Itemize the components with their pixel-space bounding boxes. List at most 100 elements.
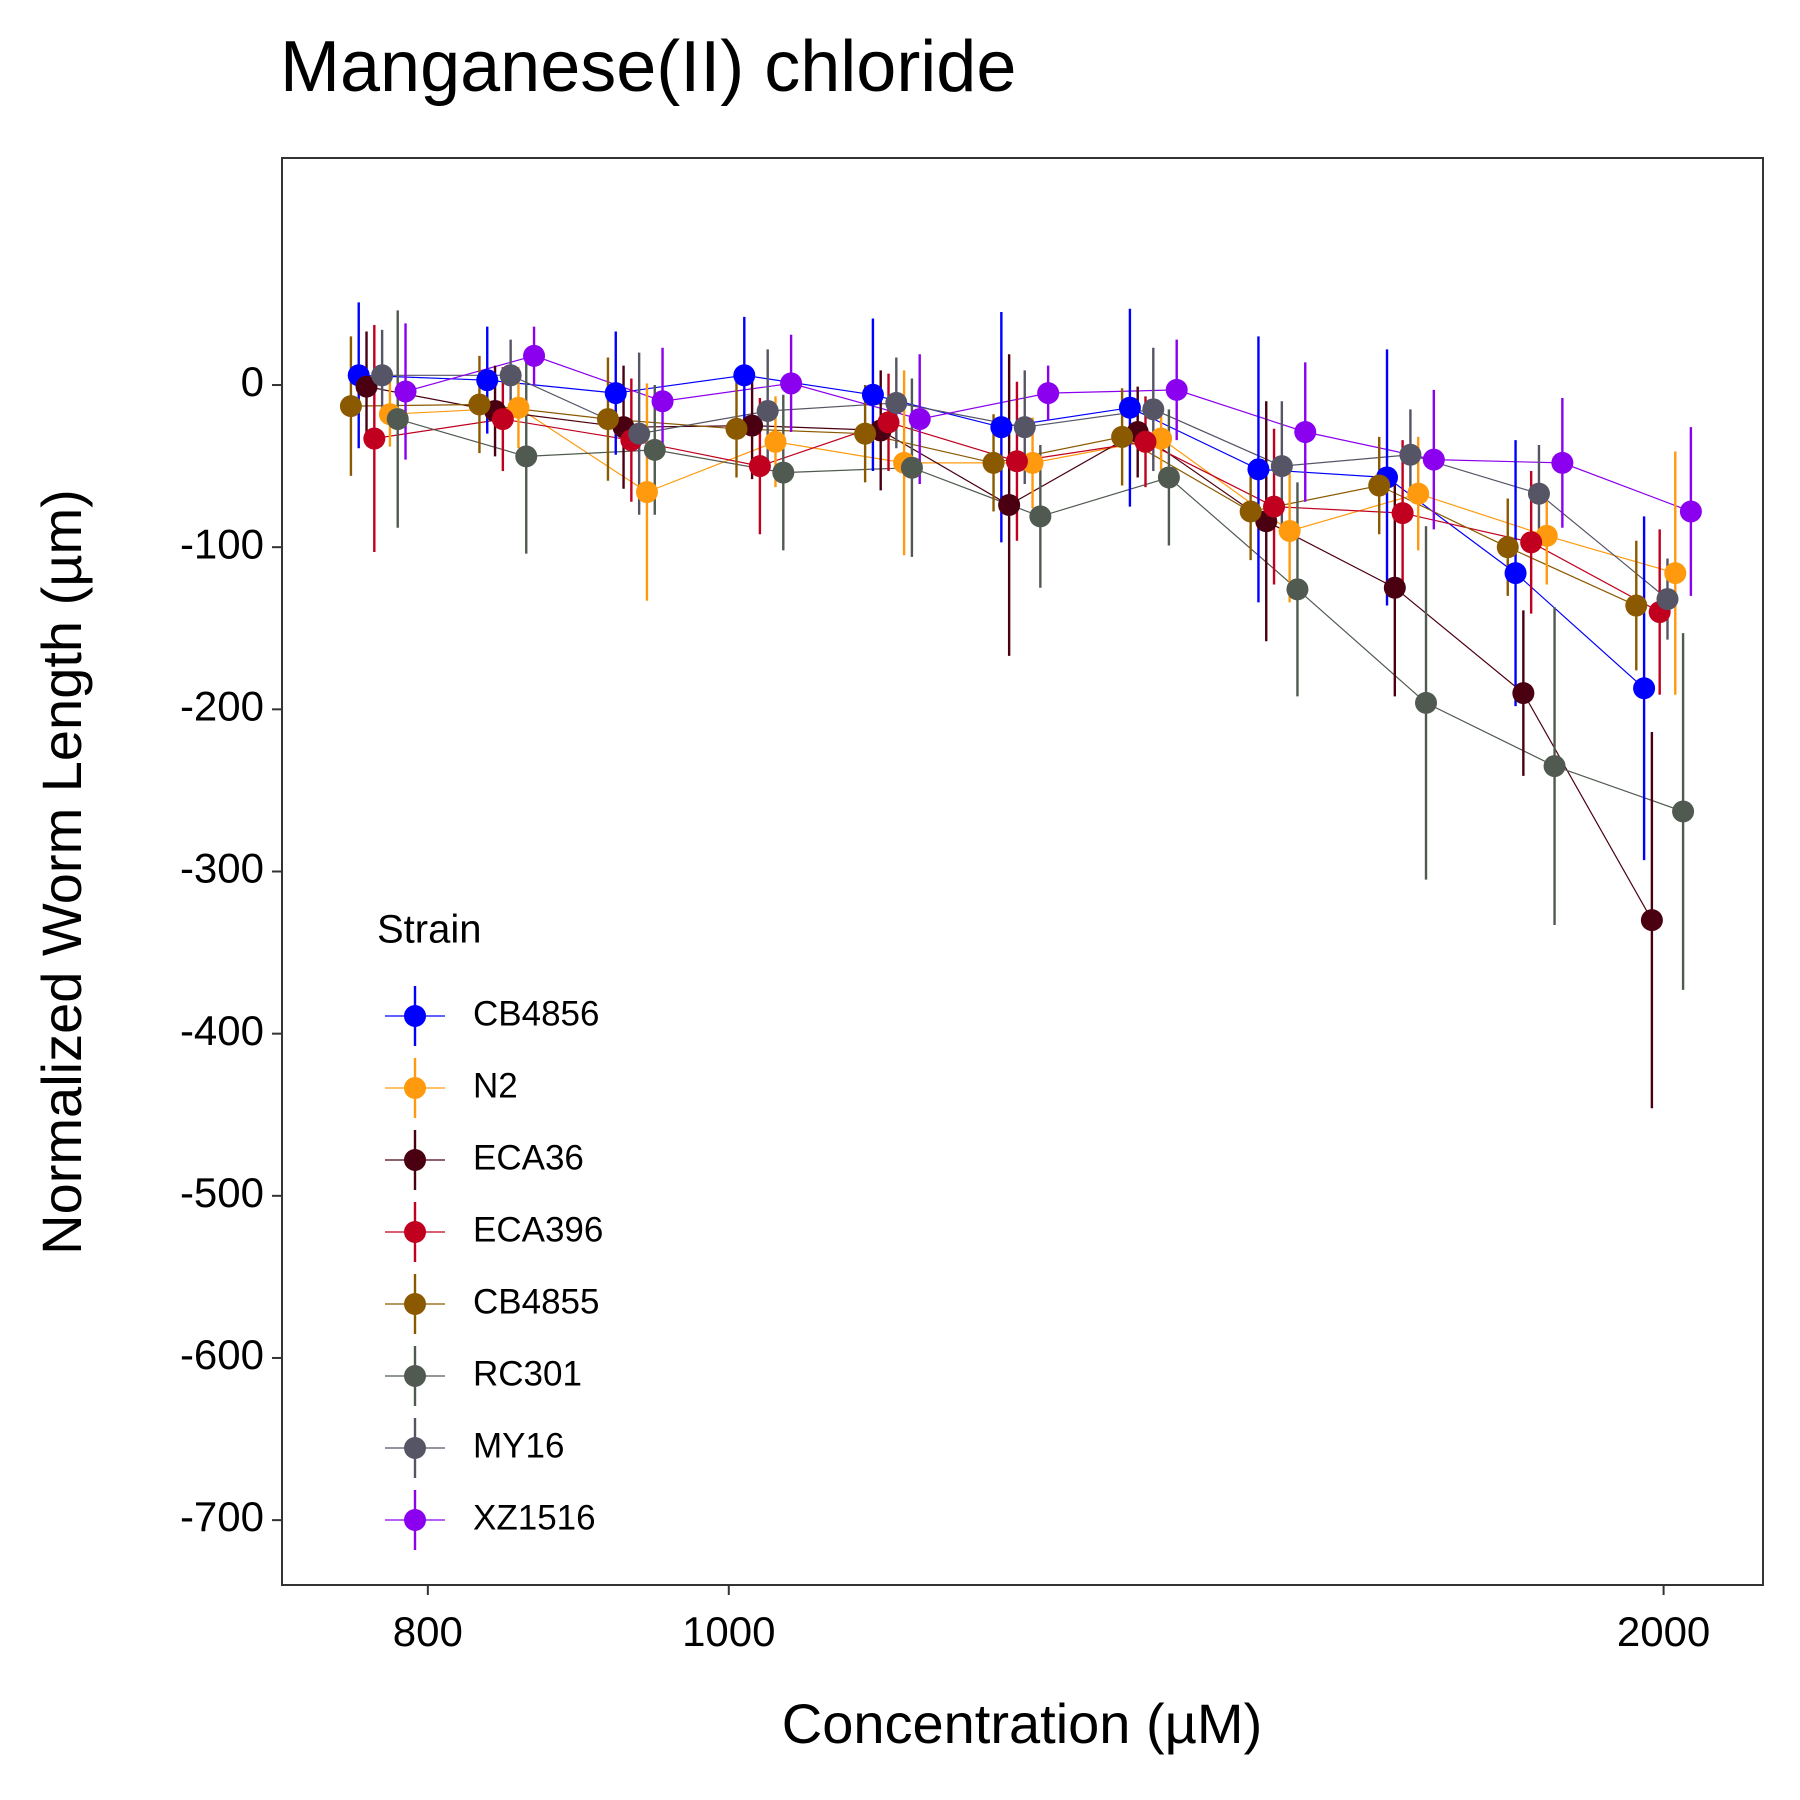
point — [371, 364, 394, 387]
y-tick-label: -400 — [180, 1007, 264, 1054]
point — [1165, 378, 1188, 401]
point — [1286, 578, 1309, 601]
point — [635, 481, 658, 504]
point — [756, 399, 779, 422]
legend-key-point — [404, 1509, 426, 1531]
point — [982, 451, 1005, 474]
point — [604, 382, 627, 405]
x-tick-label: 800 — [393, 1608, 463, 1655]
point — [1640, 909, 1663, 932]
legend-key-point — [404, 1293, 426, 1315]
point — [643, 438, 666, 461]
point — [725, 417, 748, 440]
y-tick-label: -500 — [180, 1169, 264, 1216]
point — [990, 416, 1013, 439]
point — [1633, 677, 1656, 700]
point — [1415, 691, 1438, 714]
point — [1013, 416, 1036, 439]
x-tick-label: 1000 — [682, 1608, 775, 1655]
legend-key-point — [404, 1077, 426, 1099]
point — [1118, 396, 1141, 419]
point — [1294, 421, 1317, 444]
point — [476, 369, 499, 392]
point — [885, 391, 908, 414]
point — [491, 408, 514, 431]
point — [1157, 466, 1180, 489]
point — [780, 372, 803, 395]
legend-key-point — [404, 1221, 426, 1243]
point — [877, 411, 900, 434]
point — [1543, 755, 1566, 778]
point — [1679, 500, 1702, 523]
legend-label: N2 — [473, 1066, 518, 1105]
point — [1005, 450, 1028, 473]
point — [363, 427, 386, 450]
y-tick-label: 0 — [241, 358, 264, 405]
point — [998, 494, 1021, 517]
legend-label: ECA36 — [473, 1138, 584, 1177]
point — [1512, 682, 1535, 705]
point — [339, 395, 362, 418]
point — [1037, 382, 1060, 405]
point — [1399, 443, 1422, 466]
point — [1527, 482, 1550, 505]
legend-label: ECA396 — [473, 1210, 603, 1249]
legend-key-point — [404, 1365, 426, 1387]
legend-label: XZ1516 — [473, 1498, 596, 1537]
chart-title: Manganese(II) chloride — [280, 27, 1016, 107]
point — [386, 408, 409, 431]
point — [596, 408, 619, 431]
point — [772, 461, 795, 484]
legend-label: RC301 — [473, 1354, 582, 1393]
legend-label: CB4855 — [473, 1282, 599, 1321]
legend-key-point — [404, 1005, 426, 1027]
point — [854, 422, 877, 445]
point — [1504, 562, 1527, 585]
point — [900, 456, 923, 479]
point — [523, 344, 546, 367]
point — [1142, 398, 1165, 421]
point — [748, 455, 771, 478]
legend-label: MY16 — [473, 1426, 564, 1465]
legend-key-point — [404, 1437, 426, 1459]
point — [1496, 536, 1519, 559]
point — [1263, 495, 1286, 518]
point — [1391, 502, 1414, 525]
point — [1656, 588, 1679, 611]
point — [1407, 482, 1430, 505]
point — [1625, 594, 1648, 617]
point — [1278, 519, 1301, 542]
point — [355, 375, 378, 398]
point — [1383, 576, 1406, 599]
point — [1029, 505, 1052, 528]
point — [394, 380, 417, 403]
point — [1247, 458, 1270, 481]
point — [1368, 474, 1391, 497]
point — [733, 364, 756, 387]
point — [499, 364, 522, 387]
plot-area — [339, 302, 1702, 1109]
point — [1664, 562, 1687, 585]
point — [468, 393, 491, 416]
y-tick-label: -300 — [180, 845, 264, 892]
legend-title: Strain — [377, 908, 482, 952]
x-tick-label: 2000 — [1617, 1608, 1710, 1655]
y-tick-label: -600 — [180, 1331, 264, 1378]
y-axis-label: Normalized Worm Length (µm) — [30, 489, 93, 1255]
point — [1270, 455, 1293, 478]
point — [1239, 500, 1262, 523]
point — [1111, 425, 1134, 448]
point — [507, 396, 530, 419]
point — [651, 390, 674, 413]
legend-label: CB4856 — [473, 994, 599, 1033]
y-tick-label: -700 — [180, 1493, 264, 1540]
legend-key-point — [404, 1149, 426, 1171]
point — [861, 383, 884, 406]
point — [1520, 531, 1543, 554]
point — [764, 430, 787, 453]
point — [1422, 448, 1445, 471]
point — [1134, 430, 1157, 453]
point — [515, 445, 538, 468]
y-tick-label: -200 — [180, 682, 264, 729]
